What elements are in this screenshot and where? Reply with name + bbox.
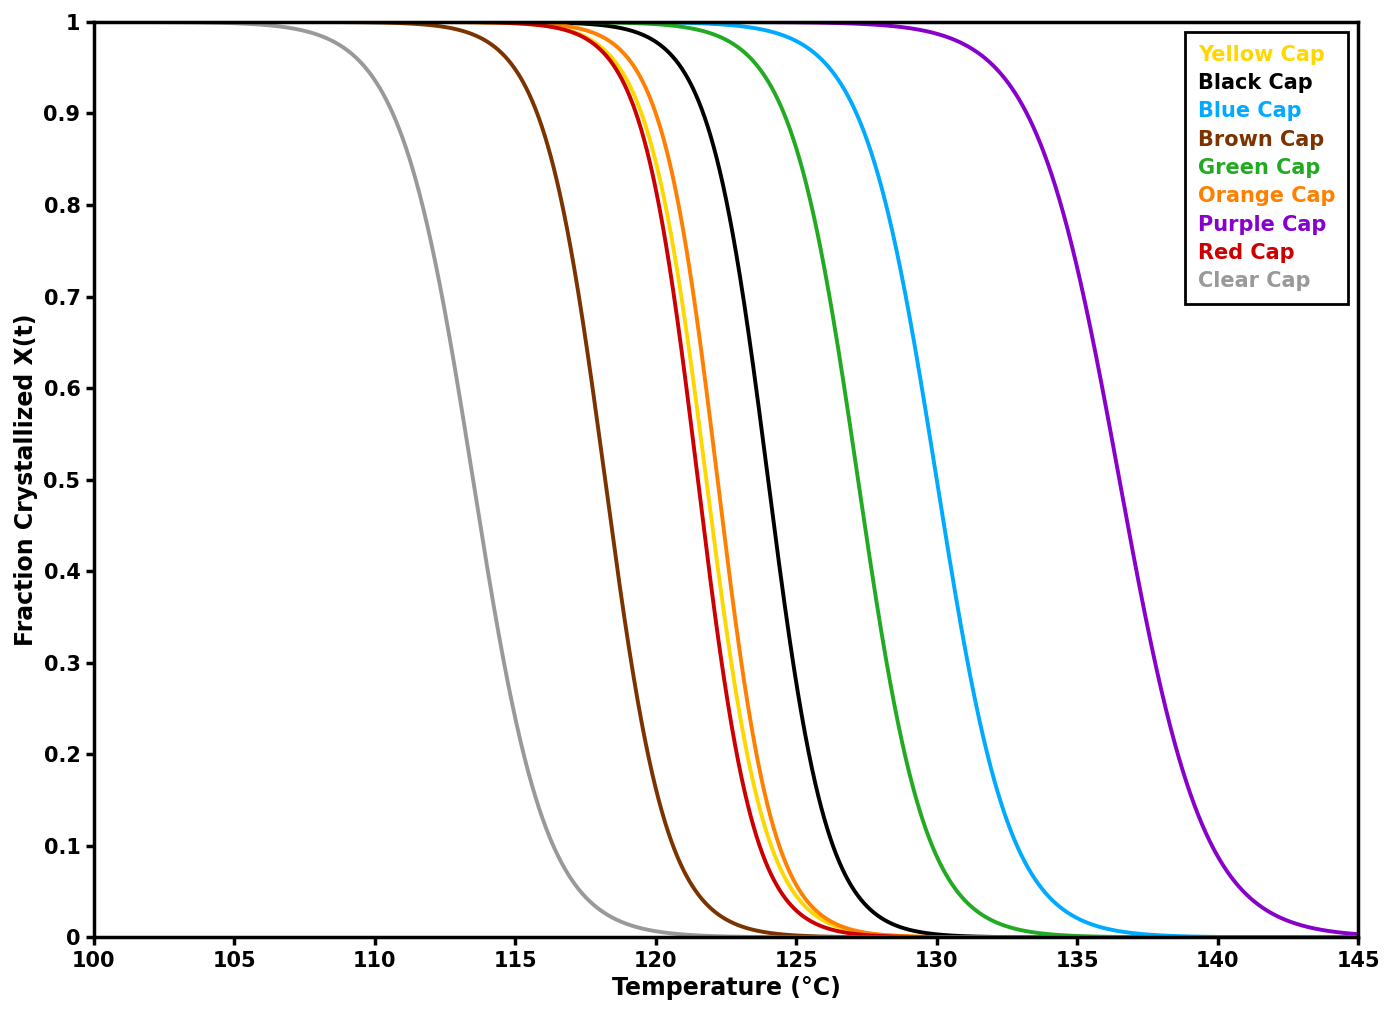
Brown Cap — [315, 16, 332, 28]
Line: Clear Cap: Clear Cap — [93, 22, 1358, 937]
Brown Cap — [843, 931, 860, 943]
Purple Cap — [907, 23, 924, 35]
Green Cap — [315, 16, 332, 28]
Purple Cap — [315, 16, 332, 28]
Line: Black Cap: Black Cap — [93, 22, 1358, 937]
Yellow Cap — [1029, 931, 1046, 943]
Brown Cap — [1125, 931, 1142, 943]
Yellow Cap — [569, 27, 585, 40]
Green Cap — [1349, 931, 1366, 943]
Clear Cap — [1125, 931, 1142, 943]
Clear Cap — [1029, 931, 1046, 943]
Yellow Cap — [1125, 931, 1142, 943]
Green Cap — [1125, 931, 1142, 943]
Clear Cap — [907, 931, 924, 943]
Brown Cap — [569, 278, 585, 290]
Brown Cap — [1349, 931, 1366, 943]
Black Cap — [843, 881, 860, 893]
Black Cap — [1029, 931, 1046, 943]
Blue Cap — [85, 16, 102, 28]
Y-axis label: Fraction Crystallized X(t): Fraction Crystallized X(t) — [14, 313, 38, 646]
Black Cap — [85, 16, 102, 28]
Clear Cap — [1349, 931, 1366, 943]
Orange Cap — [907, 931, 924, 943]
Black Cap — [315, 16, 332, 28]
Purple Cap — [85, 16, 102, 28]
Black Cap — [569, 17, 585, 29]
Legend: Yellow Cap, Black Cap, Blue Cap, Brown Cap, Green Cap, Orange Cap, Purple Cap, R: Yellow Cap, Black Cap, Blue Cap, Brown C… — [1185, 32, 1348, 304]
Green Cap — [85, 16, 102, 28]
Line: Yellow Cap: Yellow Cap — [93, 22, 1358, 937]
Yellow Cap — [907, 931, 924, 943]
Orange Cap — [1029, 931, 1046, 943]
Clear Cap — [569, 881, 585, 893]
Green Cap — [1029, 927, 1046, 939]
Red Cap — [1125, 931, 1142, 943]
Red Cap — [1349, 931, 1366, 943]
Blue Cap — [843, 98, 860, 111]
Purple Cap — [1029, 130, 1046, 142]
Green Cap — [907, 792, 924, 804]
Purple Cap — [843, 17, 860, 29]
Blue Cap — [1349, 931, 1366, 943]
Purple Cap — [1349, 928, 1366, 940]
Yellow Cap — [85, 16, 102, 28]
Line: Orange Cap: Orange Cap — [93, 22, 1358, 937]
X-axis label: Temperature (°C): Temperature (°C) — [612, 976, 841, 1000]
Line: Purple Cap: Purple Cap — [93, 22, 1358, 934]
Blue Cap — [1125, 927, 1142, 939]
Purple Cap — [569, 16, 585, 28]
Red Cap — [315, 16, 332, 28]
Red Cap — [85, 16, 102, 28]
Brown Cap — [85, 16, 102, 28]
Orange Cap — [85, 16, 102, 28]
Blue Cap — [315, 16, 332, 28]
Orange Cap — [569, 22, 585, 34]
Green Cap — [569, 16, 585, 28]
Brown Cap — [1029, 931, 1046, 943]
Blue Cap — [907, 348, 924, 360]
Line: Green Cap: Green Cap — [93, 22, 1358, 937]
Line: Red Cap: Red Cap — [93, 22, 1358, 937]
Blue Cap — [569, 16, 585, 28]
Red Cap — [843, 928, 860, 940]
Clear Cap — [843, 931, 860, 943]
Yellow Cap — [315, 16, 332, 28]
Black Cap — [907, 925, 924, 937]
Yellow Cap — [1349, 931, 1366, 943]
Black Cap — [1125, 931, 1142, 943]
Green Cap — [843, 433, 860, 445]
Clear Cap — [315, 30, 332, 43]
Brown Cap — [907, 931, 924, 943]
Red Cap — [907, 931, 924, 943]
Purple Cap — [1125, 549, 1142, 561]
Blue Cap — [1029, 876, 1046, 888]
Orange Cap — [843, 924, 860, 936]
Orange Cap — [1349, 931, 1366, 943]
Black Cap — [1349, 931, 1366, 943]
Red Cap — [1029, 931, 1046, 943]
Line: Blue Cap: Blue Cap — [93, 22, 1358, 937]
Red Cap — [569, 28, 585, 41]
Line: Brown Cap: Brown Cap — [93, 22, 1358, 937]
Orange Cap — [1125, 931, 1142, 943]
Orange Cap — [315, 16, 332, 28]
Clear Cap — [85, 16, 102, 28]
Yellow Cap — [843, 925, 860, 937]
